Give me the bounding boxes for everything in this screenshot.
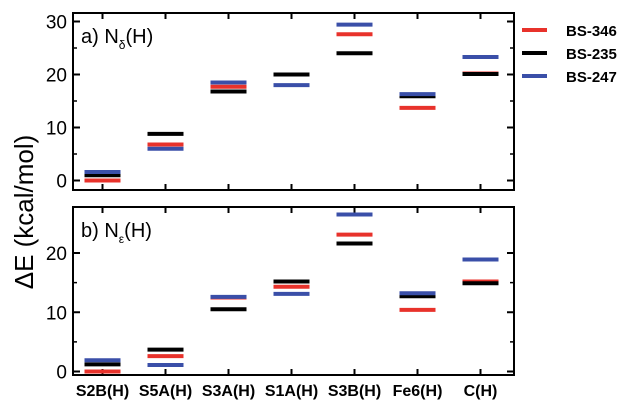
plot-frame (72, 206, 515, 376)
x-tick-label: S3A(H) (202, 383, 255, 400)
legend-label: BS-235 (566, 46, 617, 63)
y-tick-label: 10 (46, 119, 67, 140)
panel-title: a) Nδ(H) (81, 26, 153, 52)
y-axis-title: ΔE (kcal/mol) (9, 135, 39, 290)
x-tick-label: S5A(H) (139, 383, 192, 400)
legend-label: BS-247 (566, 69, 617, 86)
y-tick-label: 30 (46, 13, 67, 34)
y-tick-label: 0 (56, 172, 67, 193)
x-tick-label: Fe6(H) (393, 383, 443, 400)
x-tick-label: S1A(H) (265, 383, 318, 400)
panel-a: 0 10 20 30 a) Nδ(H) (46, 12, 515, 193)
category-labels: S2B(H) S5A(H) S3A(H) S1A(H) S3B(H) Fe6(H) C(H) (76, 383, 498, 400)
y-tick-label: 20 (46, 244, 67, 265)
y-tick-label: 10 (46, 303, 67, 324)
legend: BS-346 BS-235 BS-247 (522, 23, 617, 86)
y-tick-label: 0 (56, 363, 67, 384)
y-tick-label: 20 (46, 66, 67, 87)
panels-group: 0 10 20 30 a) Nδ(H) 0 10 20 b) Nε(H) (46, 12, 515, 384)
panel-title: b) Nε(H) (81, 220, 152, 246)
x-tick-label: S3B(H) (328, 383, 381, 400)
x-tick-label: C(H) (464, 383, 498, 400)
y-axis-label: ΔE (kcal/mol) (9, 135, 39, 290)
x-tick-label: S2B(H) (76, 383, 129, 400)
legend-label: BS-346 (566, 23, 617, 40)
panel-b: 0 10 20 b) Nε(H) (46, 206, 515, 384)
